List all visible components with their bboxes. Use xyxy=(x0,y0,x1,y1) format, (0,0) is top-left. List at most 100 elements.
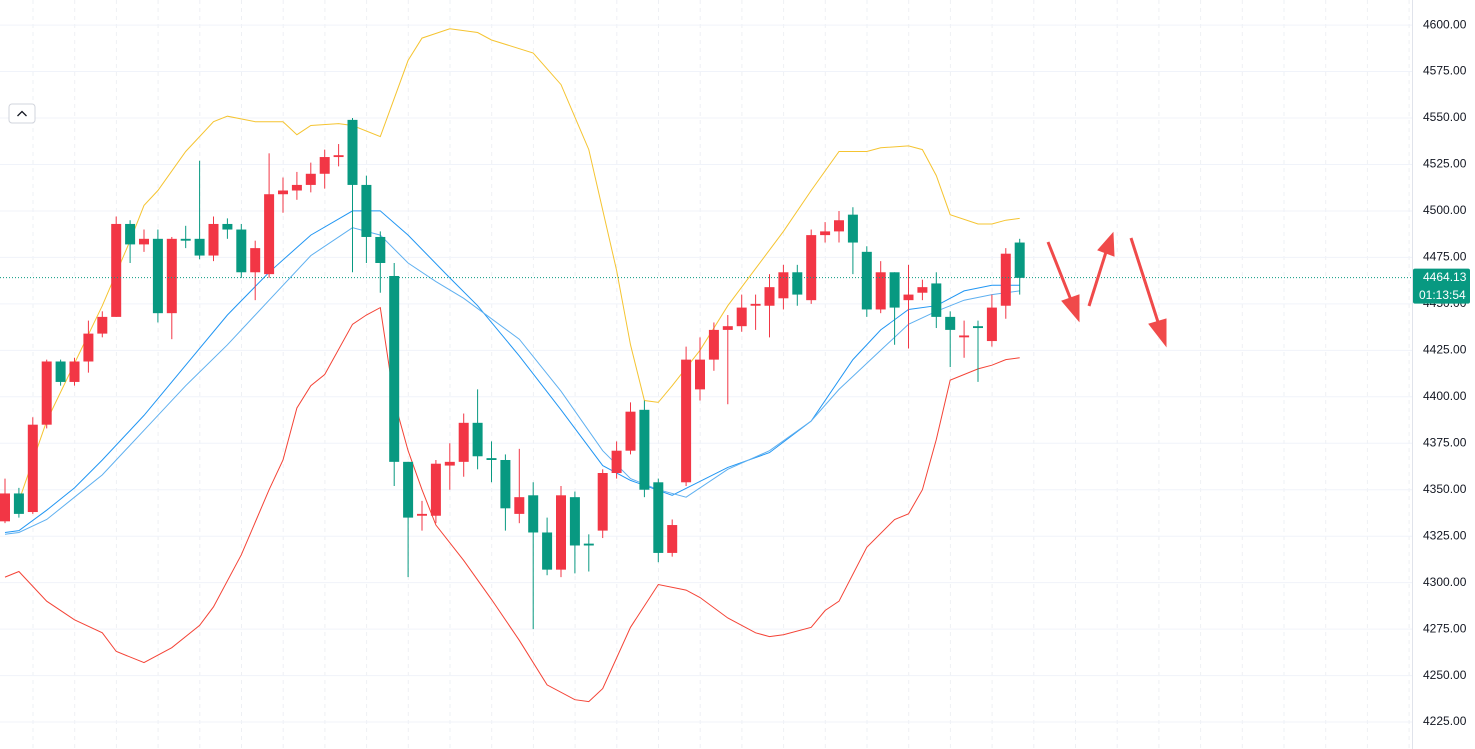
button-frame[interactable] xyxy=(8,103,36,124)
y-tick-label: 4500.00 xyxy=(1423,203,1467,217)
y-tick-label: 4400.00 xyxy=(1423,389,1467,403)
candle-body xyxy=(681,359,692,483)
candle-body xyxy=(430,463,441,516)
candle-body xyxy=(569,497,580,546)
candle-body xyxy=(291,184,302,191)
arrow-shaft xyxy=(1129,237,1160,323)
candle-body xyxy=(444,461,455,466)
candle-body xyxy=(528,495,539,533)
chevron-icon[interactable] xyxy=(17,110,27,117)
candle-body xyxy=(278,190,288,195)
candle-body xyxy=(514,497,525,514)
candle-body xyxy=(222,223,233,230)
price-axis: 4225.00 4250.00 4275.00 4300.00 4325.00 4350.… xyxy=(1413,17,1470,728)
candle-body xyxy=(194,238,205,256)
candle-body xyxy=(0,493,10,522)
candle-body xyxy=(83,333,94,362)
arrow-head xyxy=(1061,294,1080,323)
candle-body xyxy=(97,316,108,334)
last-price-label: 4464.13 xyxy=(1423,270,1467,284)
y-tick-label: 4475.00 xyxy=(1423,250,1467,264)
candle-body xyxy=(180,238,191,241)
candle-body xyxy=(653,482,664,553)
last-price-box xyxy=(1413,268,1470,304)
candle-body xyxy=(41,361,52,425)
candle-body xyxy=(889,272,900,308)
candle-body xyxy=(389,275,400,462)
candle-body xyxy=(875,272,886,310)
y-tick-label: 4425.00 xyxy=(1423,343,1467,357)
y-tick-label: 4275.00 xyxy=(1423,621,1467,635)
candle-body xyxy=(27,424,38,513)
candle-body xyxy=(1000,253,1011,306)
plot xyxy=(0,24,1412,723)
candle-body xyxy=(208,223,219,256)
candle-body xyxy=(861,251,872,310)
candle-body xyxy=(1014,242,1025,278)
candle-body xyxy=(722,326,733,330)
candle-body xyxy=(542,532,553,570)
candle-body xyxy=(959,335,970,338)
candle-body xyxy=(639,409,650,490)
candle-body xyxy=(986,307,997,342)
y-tick-label: 4550.00 xyxy=(1423,110,1467,124)
candle-body xyxy=(375,236,386,263)
candle-body xyxy=(667,525,678,553)
candle-body xyxy=(125,223,136,245)
candle-body xyxy=(319,157,330,174)
candle-body xyxy=(778,272,789,299)
candle-body xyxy=(236,229,247,273)
candle-body xyxy=(973,326,983,329)
candle-body xyxy=(347,119,358,185)
candle-body xyxy=(750,303,761,306)
y-tick-label: 4325.00 xyxy=(1423,528,1467,542)
candle-body xyxy=(556,495,566,570)
candle-body xyxy=(264,194,275,275)
indicator-line xyxy=(18,28,1020,502)
candle-body xyxy=(55,361,66,382)
candle-body xyxy=(13,493,24,514)
arrow-shaft xyxy=(1046,241,1073,301)
y-tick-label: 4350.00 xyxy=(1423,482,1467,496)
candle-body xyxy=(695,359,705,390)
arrow-head xyxy=(1148,318,1167,348)
indicator-line xyxy=(4,227,1020,535)
candle-body xyxy=(764,287,775,306)
arrow-head xyxy=(1097,231,1115,257)
candle-body xyxy=(820,231,831,236)
candle-body xyxy=(583,543,594,546)
candle-body xyxy=(139,238,149,245)
candle-body xyxy=(931,283,942,317)
indicator-line xyxy=(4,306,1020,703)
y-tick-label: 4600.00 xyxy=(1423,17,1467,31)
candle-body xyxy=(792,272,803,295)
candle-body xyxy=(250,248,261,273)
candle-body xyxy=(708,329,719,360)
collapse-button[interactable] xyxy=(8,103,36,124)
candle-body xyxy=(472,422,483,457)
candle-body xyxy=(361,184,372,237)
arrow-shaft xyxy=(1087,251,1108,307)
candle-body xyxy=(166,238,177,314)
candle-body xyxy=(69,361,80,382)
candle-body xyxy=(945,316,956,330)
y-tick-label: 4575.00 xyxy=(1423,64,1467,78)
candle-body xyxy=(625,411,636,451)
y-tick-label: 4225.00 xyxy=(1423,714,1467,728)
candle-body xyxy=(403,461,414,518)
vertical-grid xyxy=(32,0,1410,749)
countdown-label: 01:13:54 xyxy=(1419,288,1466,302)
candle-body xyxy=(903,294,914,301)
candle-body xyxy=(305,173,316,185)
y-tick-label: 4250.00 xyxy=(1423,668,1467,682)
y-tick-label: 4375.00 xyxy=(1423,435,1467,449)
candle-body xyxy=(806,235,817,301)
candle-body xyxy=(486,458,497,460)
y-tick-label: 4300.00 xyxy=(1423,575,1467,589)
indicator-line xyxy=(4,210,1020,533)
candle-body xyxy=(834,220,844,232)
candle-body xyxy=(500,459,511,509)
candle-body xyxy=(917,287,928,293)
candle-body xyxy=(333,155,344,158)
